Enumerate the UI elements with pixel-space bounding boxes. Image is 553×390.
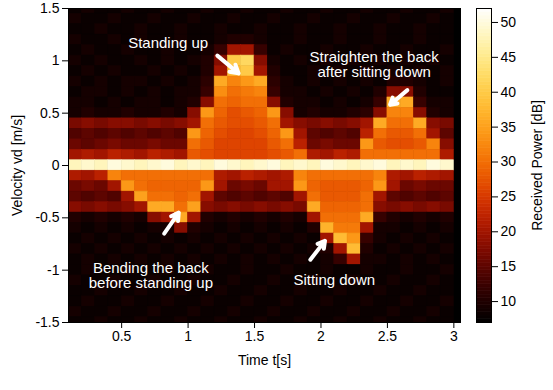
svg-text:Straighten the backafter sitti: Straighten the backafter sitting down xyxy=(309,48,439,80)
svg-text:Time t[s]: Time t[s] xyxy=(238,352,291,368)
svg-text:Bending the backbefore standin: Bending the backbefore standing up xyxy=(89,259,213,291)
svg-text:2.5: 2.5 xyxy=(378,328,398,344)
svg-text:0.5: 0.5 xyxy=(40,105,60,121)
svg-text:-0.5: -0.5 xyxy=(35,209,59,225)
svg-text:10: 10 xyxy=(501,293,517,309)
svg-text:2: 2 xyxy=(317,328,325,344)
svg-text:1: 1 xyxy=(184,328,192,344)
svg-text:0.5: 0.5 xyxy=(112,328,132,344)
svg-text:1: 1 xyxy=(52,52,60,68)
svg-text:1.5: 1.5 xyxy=(245,328,265,344)
svg-text:Velocity vd [m/s]: Velocity vd [m/s] xyxy=(9,115,25,216)
svg-text:40: 40 xyxy=(501,84,517,100)
svg-text:35: 35 xyxy=(501,119,517,135)
svg-text:Standing up: Standing up xyxy=(128,34,208,51)
svg-text:3: 3 xyxy=(450,328,458,344)
svg-text:30: 30 xyxy=(501,153,517,169)
svg-text:0: 0 xyxy=(52,157,60,173)
svg-text:45: 45 xyxy=(501,49,517,65)
svg-text:Sitting down: Sitting down xyxy=(293,271,375,288)
svg-text:-1.5: -1.5 xyxy=(35,314,59,330)
svg-text:50: 50 xyxy=(501,14,517,30)
svg-text:Received Power [dB]: Received Power [dB] xyxy=(529,100,545,231)
svg-text:1.5: 1.5 xyxy=(40,0,60,16)
svg-text:25: 25 xyxy=(501,188,517,204)
svg-text:-1: -1 xyxy=(47,262,60,278)
svg-text:15: 15 xyxy=(501,258,517,274)
svg-text:20: 20 xyxy=(501,223,517,239)
